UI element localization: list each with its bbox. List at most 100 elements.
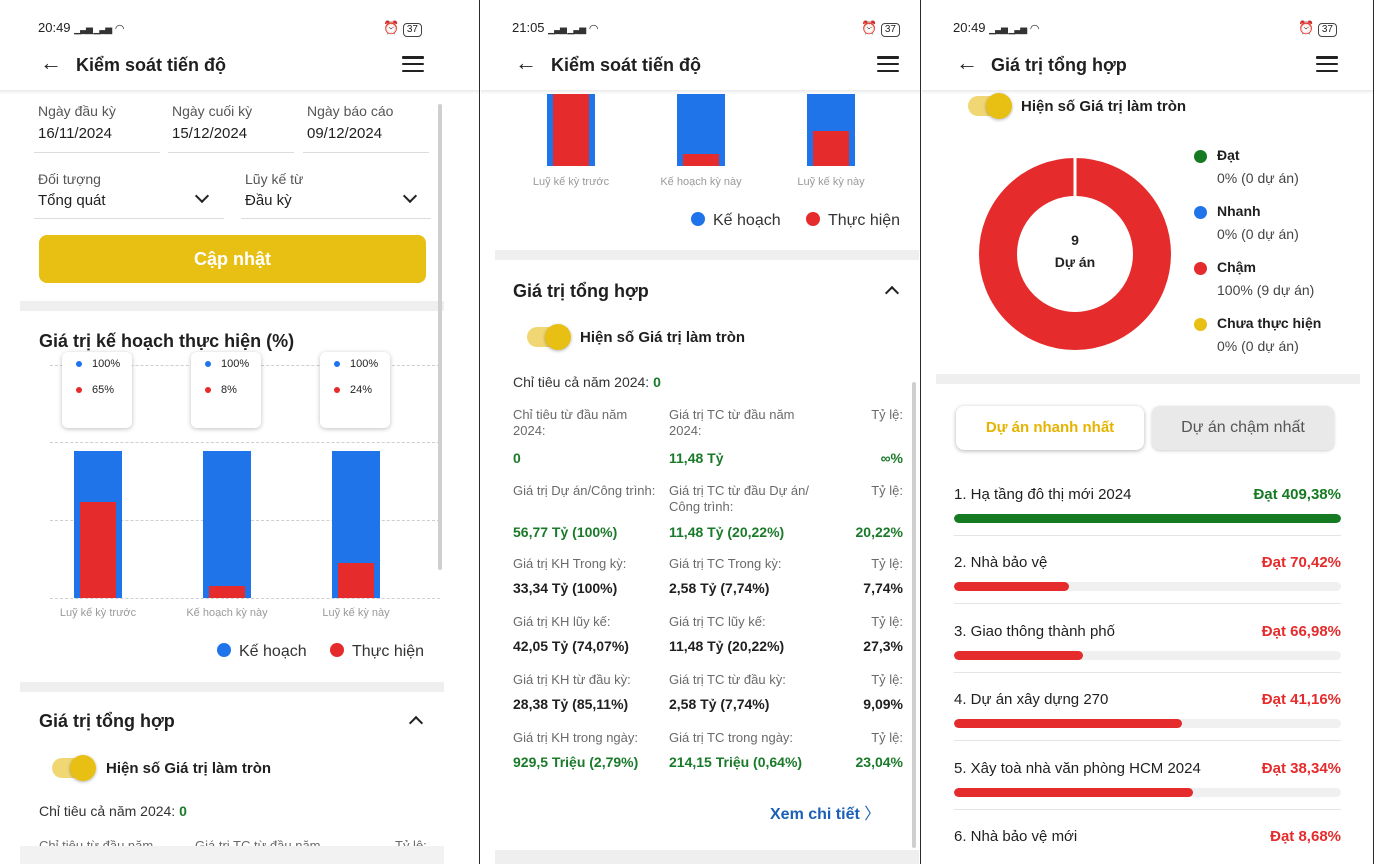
tooltip-dot-red (334, 387, 340, 394)
status-right: ⏰ 37 (383, 20, 422, 37)
bar-plan[interactable] (677, 90, 725, 166)
tooltip-actual-value: 8% (221, 384, 237, 396)
legend-status-value: 0% (0 dự án) (1217, 338, 1299, 354)
summary-cell-label: Giá trị TC trong ngày: (669, 730, 794, 745)
bar-actual[interactable] (80, 502, 116, 598)
project-name[interactable]: 4. Dự án xây dựng 270 (954, 691, 1109, 708)
progress-fill (954, 651, 1083, 660)
legend-dot (1194, 150, 1207, 163)
summary-cell-value: 7,74% (863, 580, 903, 596)
tab-slowest-projects[interactable]: Dự án chậm nhất (1152, 406, 1334, 450)
project-name[interactable]: 5. Xây toà nhà văn phòng HCM 2024 (954, 760, 1201, 777)
chevron-down-icon[interactable] (194, 188, 210, 204)
round-values-toggle[interactable] (968, 93, 1012, 119)
legend-status-name: Chưa thực hiện (1217, 315, 1322, 331)
tooltip-dot-red (205, 387, 211, 394)
chevron-up-icon[interactable] (408, 715, 424, 731)
legend-dot-blue (691, 212, 705, 226)
cell-label: Tỷ lệ: (395, 838, 427, 846)
back-arrow-icon[interactable]: ← (956, 50, 978, 75)
scrollbar[interactable] (912, 382, 916, 848)
legend-dot-red (806, 212, 820, 226)
tooltip-plan-row: 100% (334, 358, 378, 370)
tooltip-actual-value: 65% (92, 384, 115, 396)
legend-label: Kế hoạch (713, 212, 781, 229)
summary-cell-value: 2,58 Tỷ (7,74%) (669, 696, 770, 712)
bar-tooltip: 100% 24% (320, 352, 390, 428)
object-select[interactable]: Tổng quát (38, 192, 106, 209)
bar-actual[interactable] (683, 154, 719, 166)
scrollbar[interactable] (438, 104, 442, 570)
x-tick-label: Luỹ kế kỳ này (322, 607, 390, 619)
summary-cell-value: 56,77 Tỷ (100%) (513, 524, 618, 540)
tab-fastest-projects[interactable]: Dự án nhanh nhất (956, 406, 1144, 450)
year-target-label: Chỉ tiêu cả năm 2024: (39, 803, 176, 819)
bar-plan[interactable] (203, 451, 251, 598)
summary-cell-value: 2,58 Tỷ (7,74%) (669, 580, 770, 596)
cumulative-select[interactable]: Đầu kỳ (245, 192, 292, 209)
tooltip-actual-row: 8% (205, 384, 237, 396)
legend-dot (1194, 206, 1207, 219)
summary-cell-label: Giá trị Dự án/Công trình: (513, 483, 656, 498)
x-tick-label: Luỹ kế kỳ trước (59, 607, 137, 619)
back-arrow-icon[interactable]: ← (40, 50, 62, 75)
tooltip-plan-value: 100% (92, 358, 121, 370)
divider (168, 152, 294, 153)
partial-row: Chỉ tiêu từ đầu năm Giá trị TC từ đầu nă… (0, 838, 448, 846)
menu-icon[interactable] (877, 56, 899, 72)
plan-progress-chart-continued: Luỹ kế kỳ trước Kế hoạch kỳ này Luỹ kế kỳ … (521, 90, 901, 190)
chevron-down-icon[interactable] (402, 188, 418, 204)
summary-cell-value: 23,04% (855, 754, 903, 770)
end-date-field[interactable]: 15/12/2024 (172, 125, 248, 142)
progress-fill (954, 719, 1182, 728)
report-date-field[interactable]: 09/12/2024 (307, 125, 383, 142)
legend-dot-red (330, 643, 344, 657)
alarm-icon: ⏰ (1298, 20, 1315, 35)
project-name[interactable]: 1. Hạ tầng đô thị mới 2024 (954, 486, 1132, 503)
status-bar: 20:49 ▁▃▅ ▁▃▅ ◠ (38, 20, 124, 35)
project-name[interactable]: 3. Giao thông thành phố (954, 623, 1115, 640)
bar-actual[interactable] (209, 586, 245, 598)
menu-icon[interactable] (402, 56, 424, 72)
year-target-value: 0 (179, 803, 187, 819)
progress-track (954, 582, 1341, 591)
bar-actual[interactable] (813, 130, 849, 166)
tooltip-plan-value: 100% (221, 358, 250, 370)
legend-status-value: 0% (0 dự án) (1217, 170, 1299, 186)
legend-status-value: 0% (0 dự án) (1217, 226, 1299, 242)
toggle-label: Hiện số Giá trị làm tròn (580, 329, 746, 346)
page-title: Giá trị tổng hợp (991, 55, 1127, 75)
legend-status-value: 100% (9 dự án) (1217, 282, 1315, 298)
x-tick-label: Luỹ kế kỳ trước (532, 176, 610, 188)
summary-cell-value: ∞% (880, 450, 903, 466)
screen-progress-control-1: 20:49 ▁▃▅ ▁▃▅ ◠ ⏰ 37 ← Kiểm soát tiến độ… (0, 0, 480, 864)
header-shadow (481, 90, 920, 94)
year-target-label: Chỉ tiêu cả năm 2024: (513, 374, 650, 390)
chart-title: Giá trị kế hoạch thực hiện (%) (39, 331, 295, 351)
project-status-donut (979, 157, 1171, 350)
project-name[interactable]: 6. Nhà bảo vệ mới (954, 828, 1078, 845)
bottom-fade (495, 850, 919, 864)
update-button[interactable]: Cập nhật (39, 235, 426, 283)
progress-fill (954, 514, 1341, 523)
chevron-up-icon[interactable] (884, 285, 900, 301)
round-values-toggle[interactable] (52, 755, 96, 781)
project-name[interactable]: 2. Nhà bảo vệ (954, 554, 1048, 571)
bar-actual[interactable] (553, 90, 589, 166)
start-date-field[interactable]: 16/11/2024 (38, 125, 112, 142)
tooltip-dot-blue (205, 361, 211, 368)
battery-icon: 37 (880, 23, 900, 37)
menu-icon[interactable] (1316, 56, 1338, 72)
summary-cell-value: 0 (513, 450, 521, 466)
status-right: ⏰ 37 (1298, 20, 1337, 37)
summary-cell-value: 27,3% (863, 638, 903, 654)
header-shadow (922, 90, 1373, 94)
bottom-fade (20, 846, 444, 864)
round-values-toggle[interactable] (527, 324, 571, 350)
view-details-link[interactable]: Xem chi tiết 〉 (770, 800, 880, 824)
back-arrow-icon[interactable]: ← (515, 50, 537, 75)
summary-cell-value: 9,09% (863, 696, 903, 712)
bar-actual[interactable] (338, 562, 374, 598)
grid-line (50, 442, 440, 443)
end-date-label: Ngày cuối kỳ (172, 103, 253, 119)
